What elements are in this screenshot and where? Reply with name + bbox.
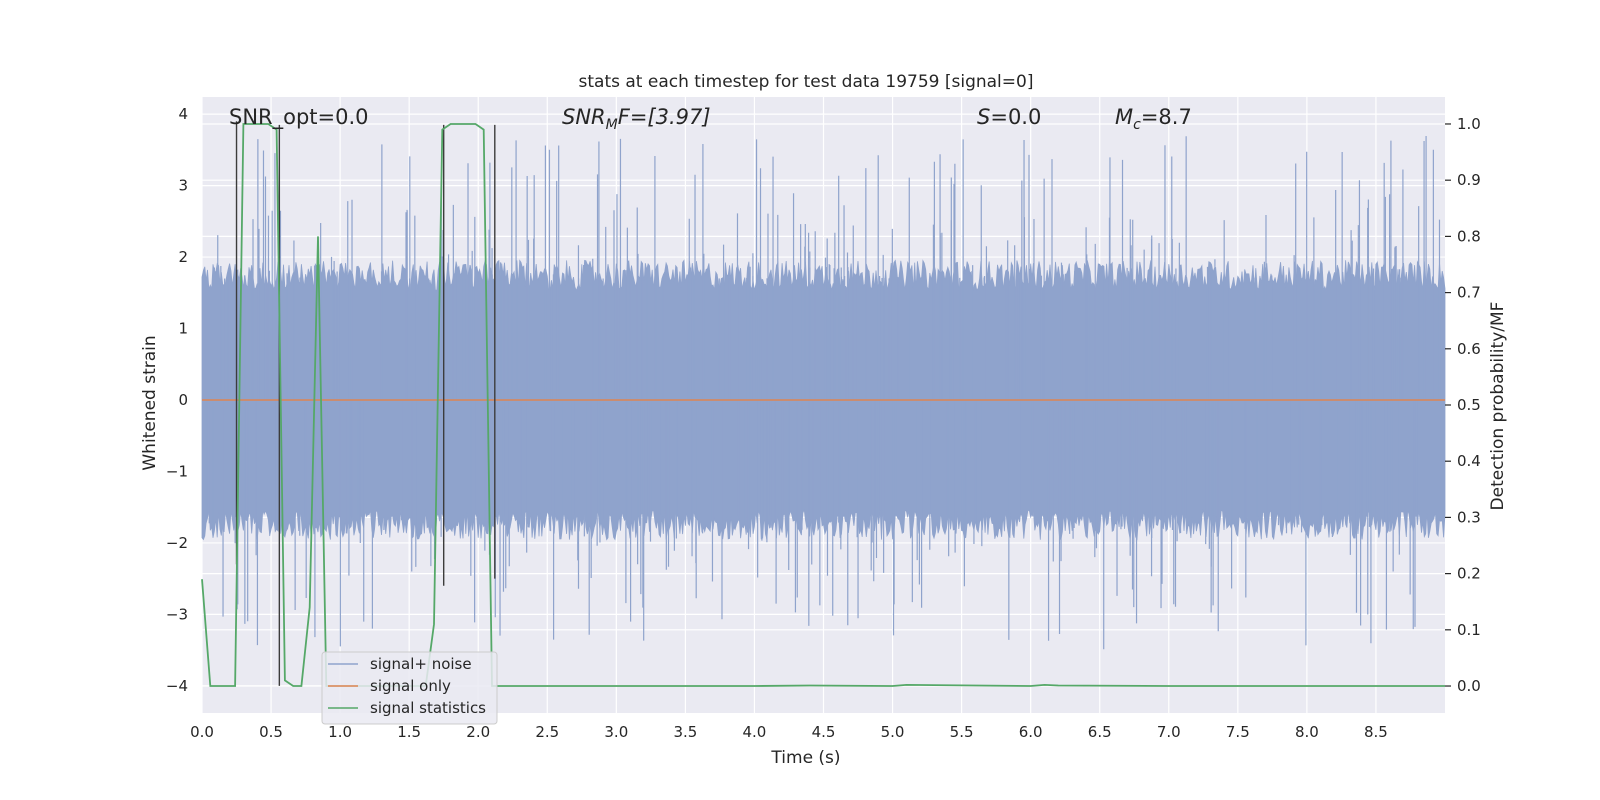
y-axis-right: 0.0 0.1 0.2 0.3 0.4 0.5 0.6 0.7 0.8 0.9 1.0 bbox=[1445, 115, 1481, 695]
y-tick-label: 4 bbox=[178, 105, 188, 123]
x-tick-label: 1.5 bbox=[397, 723, 421, 741]
annotation-snr-opt: SNR_opt=0.0 bbox=[229, 105, 369, 130]
y-tick-label: 3 bbox=[178, 177, 188, 195]
marker-lines bbox=[235, 121, 496, 686]
y-right-tick-label: 0.8 bbox=[1457, 227, 1481, 245]
x-tick-label: 0.0 bbox=[190, 723, 214, 741]
legend-label-signal-noise: signal+ noise bbox=[370, 655, 472, 673]
annotation-snr-mf: SNRMF=[3.97] bbox=[562, 105, 711, 133]
x-tick-label: 8.0 bbox=[1295, 723, 1319, 741]
y-right-tick-label: 0.5 bbox=[1457, 396, 1481, 414]
y-right-tick-label: 0.1 bbox=[1457, 621, 1481, 639]
x-tick-label: 8.5 bbox=[1364, 723, 1388, 741]
x-tick-label: 4.0 bbox=[743, 723, 767, 741]
x-axis: 0.0 0.5 1.0 1.5 2.0 2.5 3.0 3.5 4.0 4.5 5.0 5.5 6.0 6… bbox=[190, 723, 1388, 741]
legend-label-signal-statistics: signal statistics bbox=[370, 699, 486, 717]
annotation-mc-sub: c bbox=[1133, 117, 1141, 133]
y-right-tick-label: 0.9 bbox=[1457, 171, 1481, 189]
annotation-mc-tail: =8.7 bbox=[1141, 105, 1192, 129]
x-tick-label: 6.5 bbox=[1088, 723, 1112, 741]
x-tick-label: 4.5 bbox=[812, 723, 836, 741]
x-tick-label: 3.5 bbox=[673, 723, 697, 741]
y-tick-label: 0 bbox=[178, 391, 188, 409]
y-right-tick-label: 0.2 bbox=[1457, 565, 1481, 583]
plot-area bbox=[201, 121, 1446, 687]
y-tick-label: 2 bbox=[178, 248, 188, 266]
y-tick-label: −2 bbox=[166, 534, 188, 552]
x-tick-label: 5.5 bbox=[950, 723, 974, 741]
annotation-snr-mf-sub: M bbox=[606, 117, 618, 133]
annotation-s-label: S bbox=[977, 105, 990, 129]
series-signal-noise-spikes bbox=[206, 136, 1441, 650]
y-axis-label: Whitened strain bbox=[140, 335, 160, 470]
y-tick-label: −1 bbox=[166, 462, 188, 480]
y-right-tick-label: 0.0 bbox=[1457, 677, 1481, 695]
y-right-tick-label: 0.4 bbox=[1457, 452, 1481, 470]
annotation-mc-label: M bbox=[1115, 105, 1133, 129]
x-tick-label: 5.0 bbox=[881, 723, 905, 741]
x-tick-label: 6.0 bbox=[1019, 723, 1043, 741]
x-tick-label: 1.0 bbox=[328, 723, 352, 741]
y-axis-left: −4 −3 −2 −1 0 1 2 3 4 bbox=[166, 105, 188, 695]
x-axis-label: Time (s) bbox=[770, 748, 840, 768]
x-tick-label: 3.0 bbox=[604, 723, 628, 741]
legend: signal+ noise signal only signal statist… bbox=[321, 651, 498, 725]
annotation-s-tail: =0.0 bbox=[990, 105, 1041, 129]
y-tick-label: 1 bbox=[178, 320, 188, 338]
chart-title: stats at each timestep for test data 197… bbox=[579, 72, 1034, 92]
x-tick-label: 7.0 bbox=[1157, 723, 1181, 741]
y-right-tick-label: 0.6 bbox=[1457, 340, 1481, 358]
legend-box bbox=[321, 651, 498, 725]
x-tick-label: 2.5 bbox=[535, 723, 559, 741]
annotation-mc: Mc=8.7 bbox=[1115, 105, 1192, 133]
y-right-tick-label: 1.0 bbox=[1457, 115, 1481, 133]
annotation-snr-mf-main: SNR bbox=[562, 105, 606, 129]
y-axis-label-right: Detection probability/MF bbox=[1488, 302, 1508, 511]
legend-label-signal-only: signal only bbox=[370, 677, 451, 695]
y-tick-label: −4 bbox=[166, 677, 188, 695]
x-tick-label: 0.5 bbox=[259, 723, 283, 741]
y-tick-label: −3 bbox=[166, 605, 188, 623]
y-right-tick-label: 0.7 bbox=[1457, 284, 1481, 302]
annotation-snr-mf-tail: F=[3.97] bbox=[618, 105, 711, 129]
annotation-s: S=0.0 bbox=[977, 105, 1041, 129]
y-right-tick-label: 0.3 bbox=[1457, 508, 1481, 526]
x-tick-label: 2.0 bbox=[466, 723, 490, 741]
x-tick-label: 7.5 bbox=[1226, 723, 1250, 741]
